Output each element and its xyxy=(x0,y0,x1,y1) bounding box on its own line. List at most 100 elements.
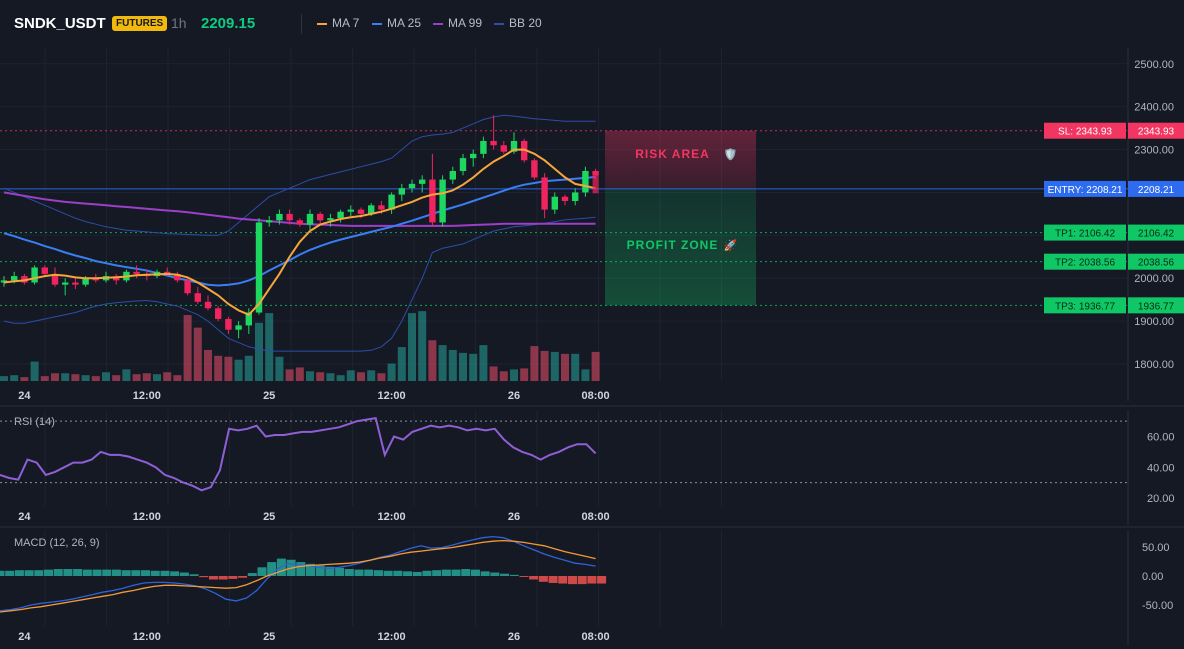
macd-histogram-bar xyxy=(451,569,461,576)
candle-body xyxy=(398,188,405,195)
volume-bar xyxy=(561,353,569,381)
volume-bar xyxy=(51,373,59,381)
candle-body xyxy=(531,160,538,178)
macd-histogram-bar xyxy=(44,569,54,576)
volume-bar xyxy=(234,359,243,381)
ma25-line xyxy=(3,176,596,287)
candle-body xyxy=(357,209,365,214)
legend-label-ma99: MA 99 xyxy=(448,16,483,30)
candle-body xyxy=(490,140,497,146)
macd-histogram-bar xyxy=(558,576,568,584)
candle-body xyxy=(551,196,558,210)
time-axis-label: 24 xyxy=(18,511,31,523)
candle-body xyxy=(225,318,232,330)
candle-body xyxy=(327,218,334,221)
volume-bar xyxy=(102,372,110,381)
volume-bar xyxy=(499,371,508,381)
candle-body xyxy=(276,213,283,221)
legend-item-bb20[interactable]: BB 20 xyxy=(494,16,542,30)
legend-item-ma25[interactable]: MA 25 xyxy=(372,16,421,30)
volume-bar xyxy=(112,375,121,381)
legend-item-ma99[interactable]: MA 99 xyxy=(433,16,482,30)
timeframe-label[interactable]: 1h xyxy=(171,15,187,31)
macd-histogram-bar xyxy=(111,569,121,576)
candle-body xyxy=(480,140,487,154)
time-axis-label: 26 xyxy=(508,631,520,643)
macd-histogram-bar xyxy=(538,576,548,582)
candle-body xyxy=(21,276,28,283)
time-axis-label: 08:00 xyxy=(582,390,610,402)
volume-bar xyxy=(459,352,467,381)
macd-tick-label: 50.00 xyxy=(1142,542,1170,554)
level-label-bg xyxy=(1044,180,1126,197)
price-pane[interactable]: 1800.001900.002000.002100.002200.002300.… xyxy=(0,59,1184,381)
macd-histogram-bar xyxy=(160,570,170,576)
volume-bar xyxy=(428,340,437,381)
macd-histogram-bar xyxy=(238,576,248,578)
level-label: TP3: 1936.77 xyxy=(1055,301,1115,312)
level-price-tag: 2208.21 xyxy=(1138,185,1175,196)
macd-histogram-bar xyxy=(461,569,471,576)
profit-zone-label: PROFIT ZONE xyxy=(627,238,719,252)
macd-histogram-bar xyxy=(325,566,335,576)
chart-background: 24 12:00 25 12:00 26 08:00 24 12:00 25 12:00 26 08:… xyxy=(0,48,1184,649)
volume-bar xyxy=(418,311,427,381)
candle-body xyxy=(215,308,222,319)
candle-body xyxy=(459,158,467,171)
volume-bar xyxy=(244,355,253,381)
price-tick-label: 2300.00 xyxy=(1134,145,1174,157)
candle-body xyxy=(62,282,69,285)
volume-bar xyxy=(142,373,151,381)
rocket-icon: 🚀 xyxy=(724,239,738,252)
macd-histogram-bar xyxy=(189,574,199,576)
level-label: TP1: 2106.42 xyxy=(1055,229,1115,240)
macd-histogram-bar xyxy=(480,571,490,576)
macd-histogram-bar xyxy=(102,569,112,576)
volume-bar xyxy=(448,349,457,381)
candle-body xyxy=(286,213,293,221)
macd-histogram-bar xyxy=(432,570,442,576)
volume-bar xyxy=(255,322,263,381)
level-price-tag: 2106.42 xyxy=(1138,229,1175,240)
legend-item-ma7[interactable]: MA 7 xyxy=(317,16,359,30)
level-price-tag-bg xyxy=(1128,253,1184,270)
volume-bar xyxy=(20,377,29,381)
rsi-pane[interactable]: RSI (14) 20.00 40.00 60.00 xyxy=(0,416,1175,505)
macd-histogram-bar xyxy=(383,570,393,576)
candle-body xyxy=(561,196,569,202)
level-price-tag: 2038.56 xyxy=(1138,258,1175,269)
macd-histogram-bar xyxy=(315,565,325,576)
volume-bar xyxy=(0,376,8,381)
candle-body xyxy=(470,153,477,159)
macd-histogram-bar xyxy=(567,576,577,585)
candle-body xyxy=(266,220,273,223)
macd-pane[interactable]: MACD (12, 26, 9) -50.00 0.00 50.00 xyxy=(0,535,1173,613)
profit-zone xyxy=(605,188,756,306)
time-axis-label: 12:00 xyxy=(378,511,406,523)
volume-bar xyxy=(316,372,325,381)
volume-bar xyxy=(193,327,202,381)
candle-body xyxy=(408,183,416,189)
macd-histogram-bar xyxy=(412,571,422,576)
price-tick-label: 1800.00 xyxy=(1134,359,1174,371)
macd-histogram-bar xyxy=(577,576,587,585)
time-axis-label: 24 xyxy=(18,390,31,402)
time-axis-label: 25 xyxy=(263,631,275,643)
level-label-bg xyxy=(1044,224,1126,241)
macd-histogram-bar xyxy=(509,574,519,576)
volume-bar xyxy=(346,370,355,381)
macd-histogram-bar xyxy=(597,576,607,584)
symbol-label[interactable]: SNDK_USDT xyxy=(14,15,106,32)
volume-bar xyxy=(540,350,549,381)
legend-label-ma7: MA 7 xyxy=(332,16,360,30)
candle-body xyxy=(92,278,99,281)
candle-body xyxy=(184,280,191,294)
candle-body xyxy=(72,282,79,285)
volume-bar xyxy=(510,369,518,381)
macd-histogram-bar xyxy=(5,570,15,576)
level-price-tag-bg xyxy=(1128,122,1184,139)
macd-histogram-bar xyxy=(257,567,267,576)
macd-tick-label: -50.00 xyxy=(1142,600,1173,612)
macd-histogram-bar xyxy=(63,569,73,576)
